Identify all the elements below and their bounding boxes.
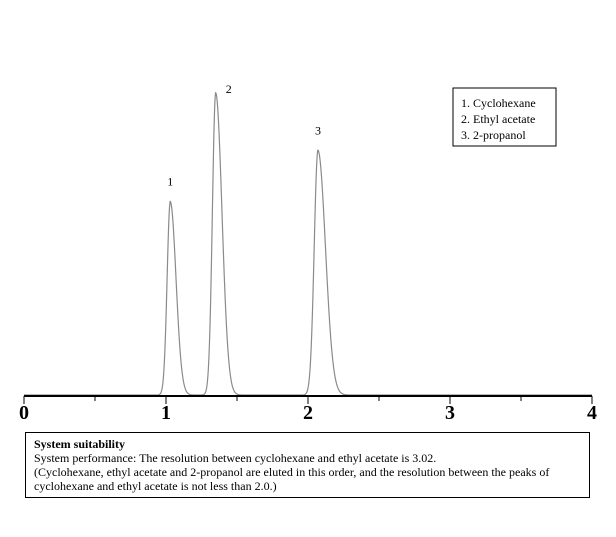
x-tick-label: 3 xyxy=(445,402,455,424)
note-line-2: (Cyclohexane, ethyl acetate and 2-propan… xyxy=(34,465,550,479)
x-tick-label: 2 xyxy=(303,402,313,424)
peak-apex-3 xyxy=(317,149,319,152)
legend-entry-2: 2. Ethyl acetate xyxy=(461,112,535,126)
peak-label-1: 1 xyxy=(167,175,173,189)
peak-label-2: 2 xyxy=(226,82,232,96)
legend: 1. Cyclohexane 2. Ethyl acetate 3. 2-pro… xyxy=(452,87,557,147)
peak-apex-1 xyxy=(169,200,172,203)
x-tick-label: 4 xyxy=(587,402,597,424)
note-line-3: cyclohexane and ethyl acetate is not les… xyxy=(34,479,277,493)
legend-box xyxy=(452,87,557,147)
peak-label-3: 3 xyxy=(315,123,321,137)
legend-entry-1: 1. Cyclohexane xyxy=(461,96,536,110)
note-title: System suitability xyxy=(34,437,126,451)
x-tick-label: 1 xyxy=(161,402,171,424)
system-suitability-note: System suitability System performance: T… xyxy=(25,432,590,498)
x-tick-label: 0 xyxy=(19,402,29,424)
chromatogram-chart: 0 1 2 3 4 1 2 3 1. Cyclohexane 2. Ethyl acetat… xyxy=(19,82,597,424)
peak-apex-2 xyxy=(214,92,217,94)
legend-entry-3: 3. 2-propanol xyxy=(461,128,526,142)
note-line-1: System performance: The resolution betwe… xyxy=(34,451,437,465)
